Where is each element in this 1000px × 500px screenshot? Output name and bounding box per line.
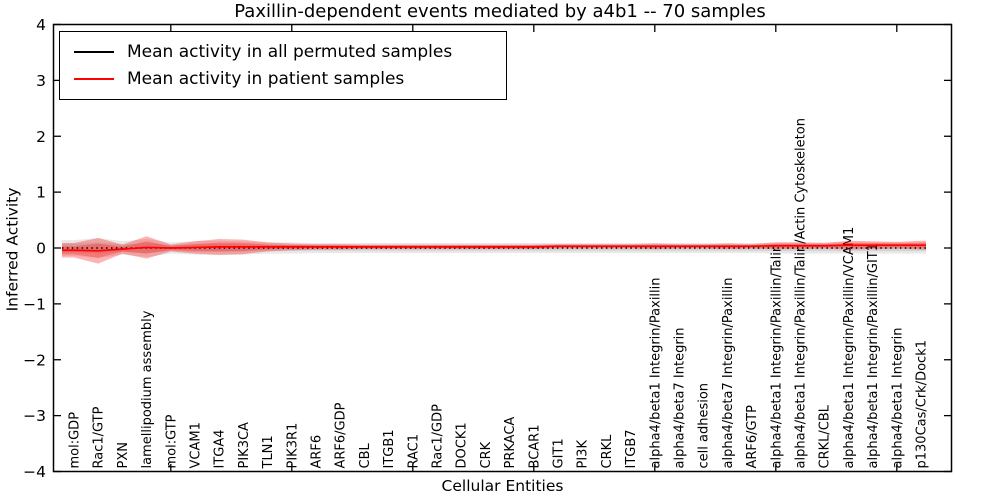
patient-band-outer: [62, 236, 926, 264]
x-axis-ticks: [170, 24, 898, 472]
x-tick-label: ARF6/GDP: [334, 402, 349, 468]
y-axis-label: Inferred Activity: [3, 187, 22, 312]
x-axis-label: Cellular Entities: [441, 477, 564, 495]
y-tick-label: −1: [23, 295, 46, 313]
y-tick-label: 3: [36, 72, 46, 90]
x-tick-label: alpha4/beta1 Integrin: [890, 327, 905, 468]
x-tick-label: RAC1: [406, 434, 421, 469]
x-tick-label: PIK3R1: [285, 423, 300, 469]
x-tick-label: CRK: [479, 441, 494, 468]
x-tick-label: CRKL/CBL: [818, 404, 833, 468]
x-tick-label: Rac1/GDP: [431, 404, 446, 469]
x-tick-label: mol:GTP: [164, 414, 179, 468]
x-tick-label: alpha4/beta1 Integrin/Paxillin: [648, 277, 663, 468]
patient-band-inner: [62, 241, 926, 258]
x-tick-label: ITGB7: [624, 429, 639, 468]
x-tick-label: DOCK1: [455, 422, 470, 468]
x-tick-label: CBL: [358, 443, 373, 469]
legend-entry-permuted: Mean activity in all permuted samples: [74, 42, 506, 62]
x-tick-label: PI3K: [576, 440, 591, 469]
patient-line-swatch: [74, 78, 114, 81]
legend: Mean activity in all permuted samples Me…: [59, 31, 507, 100]
y-tick-label: 1: [36, 184, 46, 202]
legend-entry-patient: Mean activity in patient samples: [74, 69, 506, 89]
x-tick-label: alpha4/beta1 Integrin/Paxillin/Talin/Act…: [794, 118, 809, 468]
x-tick-label: cell adhesion: [697, 383, 712, 469]
patient-mean-line: [62, 244, 926, 252]
x-tick-label: ITGB1: [382, 429, 397, 468]
x-tick-label: PRKACA: [503, 417, 518, 469]
x-tick-label: alpha4/beta7 Integrin/Paxillin: [721, 277, 736, 468]
x-tick-labels: mol:GDP Rac1/GTP PXN lamellipodium assembly…: [68, 118, 930, 469]
x-tick-label: ARF6: [310, 435, 325, 469]
x-tick-label: alpha4/beta1 Integrin/Paxillin/GIT1: [866, 243, 881, 469]
x-tick-label: ITGA4: [213, 429, 228, 468]
x-tick-label: p130Cas/Crk/Dock1: [915, 340, 930, 469]
y-axis-ticks: −4 −3 −2 −1 0 1 2 3 4: [23, 16, 952, 481]
permuted-line-swatch: [74, 50, 114, 53]
x-tick-label: lamellipodium assembly: [140, 310, 155, 468]
x-tick-label: ARF6/GTP: [745, 405, 760, 469]
legend-label-permuted: Mean activity in all permuted samples: [127, 41, 453, 62]
x-tick-label: PIK3CA: [237, 422, 252, 469]
y-tick-label: −3: [23, 407, 46, 425]
x-tick-label: TLN1: [261, 435, 276, 469]
x-tick-label: PXN: [116, 442, 131, 468]
x-tick-label: BCAR1: [527, 425, 542, 469]
x-tick-label: CRKL: [600, 434, 615, 469]
x-tick-label: GIT1: [552, 438, 567, 468]
y-tick-label: −2: [23, 351, 46, 369]
mean-lines: [62, 244, 926, 252]
y-tick-label: 0: [36, 240, 46, 258]
y-tick-label: 2: [36, 128, 46, 146]
x-tick-label: mol:GDP: [68, 412, 83, 469]
chart-title: Paxillin-dependent events mediated by a4…: [234, 1, 766, 22]
x-tick-label: alpha4/beta1 Integrin/Paxillin/Talin: [769, 244, 784, 469]
x-tick-label: VCAM1: [189, 422, 204, 468]
legend-label-patient: Mean activity in patient samples: [127, 69, 405, 89]
x-tick-label: alpha4/beta7 Integrin: [673, 327, 688, 468]
x-tick-label: Rac1/GTP: [92, 406, 107, 468]
y-tick-label: 4: [36, 16, 46, 34]
x-tick-label: alpha4/beta1 Integrin/Paxillin/VCAM1: [842, 227, 857, 469]
y-tick-label: −4: [23, 463, 46, 481]
